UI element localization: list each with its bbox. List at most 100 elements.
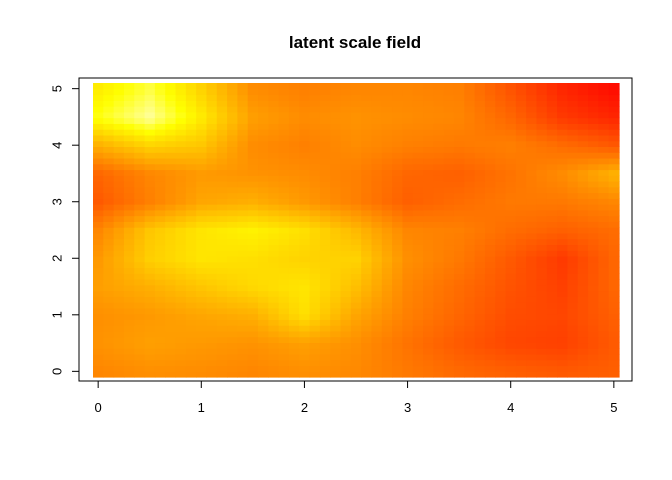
heatmap-cell: [423, 221, 434, 228]
heatmap-cell: [93, 313, 104, 320]
heatmap-cell: [340, 238, 352, 246]
heatmap-cell: [557, 255, 569, 263]
heatmap-cell: [526, 83, 538, 90]
heatmap-cell: [443, 319, 455, 326]
heatmap-cell: [237, 290, 249, 297]
heatmap-cell: [93, 273, 104, 280]
heatmap-cell: [515, 244, 527, 251]
heatmap-cell: [330, 365, 342, 372]
heatmap-cell: [278, 175, 290, 182]
heatmap-cell: [412, 238, 424, 246]
heatmap-cell: [113, 290, 125, 297]
heatmap-cell: [113, 209, 125, 217]
heatmap-cell: [227, 261, 238, 269]
heatmap-cell: [443, 250, 455, 257]
heatmap-cell: [330, 117, 342, 124]
heatmap-cell: [134, 100, 146, 107]
heatmap-cell: [443, 325, 455, 332]
heatmap-cell: [196, 192, 208, 199]
heatmap-cell: [288, 319, 300, 326]
heatmap-cell: [495, 244, 507, 251]
heatmap-cell: [165, 365, 177, 372]
heatmap-cell: [144, 146, 156, 153]
heatmap-cell: [577, 330, 589, 338]
heatmap-cell: [464, 250, 476, 257]
heatmap-cell: [330, 371, 342, 378]
heatmap-cell: [588, 255, 599, 263]
heatmap-cell: [495, 255, 507, 263]
heatmap-cell: [361, 273, 373, 280]
heatmap-cell: [196, 336, 208, 344]
heatmap-cell: [443, 83, 455, 90]
heatmap-cell: [557, 371, 569, 378]
heatmap-cell: [268, 209, 280, 217]
heatmap-cell: [381, 146, 393, 153]
heatmap-cell: [175, 221, 187, 228]
heatmap-cell: [402, 296, 414, 303]
heatmap-cell: [515, 307, 527, 315]
heatmap-cell: [237, 204, 249, 211]
heatmap-cell: [577, 140, 589, 148]
heatmap-cell: [227, 296, 238, 303]
heatmap-cell: [340, 83, 352, 90]
heatmap-cell: [237, 106, 249, 113]
heatmap-cell: [123, 117, 135, 124]
heatmap-cell: [154, 181, 166, 188]
heatmap-cell: [175, 250, 187, 257]
heatmap-cell: [536, 169, 548, 176]
heatmap-cell: [371, 296, 383, 303]
heatmap-cell: [484, 302, 496, 309]
heatmap-cell: [299, 325, 311, 332]
heatmap-cell: [278, 106, 290, 113]
heatmap-cell: [319, 192, 331, 199]
heatmap-cell: [216, 319, 228, 326]
heatmap-cell: [185, 83, 197, 90]
heatmap-cell: [381, 169, 393, 176]
heatmap-cell: [371, 238, 383, 246]
heatmap-cell: [495, 192, 507, 199]
heatmap-cell: [567, 94, 579, 101]
heatmap-cell: [484, 181, 496, 188]
heatmap-cell: [423, 353, 434, 361]
heatmap-cell: [443, 204, 455, 211]
heatmap-cell: [526, 250, 538, 257]
heatmap-cell: [196, 146, 208, 153]
heatmap-cell: [113, 198, 125, 205]
heatmap-cell: [123, 279, 135, 286]
heatmap-cell: [113, 146, 125, 153]
heatmap-cell: [175, 175, 187, 182]
heatmap-cell: [175, 186, 187, 194]
heatmap-cell: [484, 284, 496, 292]
heatmap-cell: [361, 204, 373, 211]
heatmap-cell: [484, 186, 496, 194]
heatmap-cell: [154, 106, 166, 113]
heatmap-cell: [536, 244, 548, 251]
heatmap-cell: [258, 106, 269, 113]
y-tick-label: 2: [50, 255, 65, 262]
heatmap-cell: [103, 319, 115, 326]
heatmap-cell: [526, 94, 538, 101]
heatmap-cell: [433, 255, 445, 263]
heatmap-cell: [423, 250, 434, 257]
heatmap-cell: [175, 146, 187, 153]
heatmap-cell: [381, 244, 393, 251]
heatmap-cell: [443, 244, 455, 251]
heatmap-cell: [567, 359, 579, 367]
heatmap-cell: [309, 198, 321, 205]
heatmap-cell: [526, 209, 538, 217]
heatmap-cell: [196, 250, 208, 257]
heatmap-cell: [154, 371, 166, 378]
heatmap-cell: [577, 163, 589, 171]
heatmap-cell: [505, 146, 517, 153]
heatmap-cell: [309, 336, 321, 344]
heatmap-cell: [340, 209, 352, 217]
heatmap-cell: [381, 261, 393, 269]
heatmap-cell: [536, 342, 548, 349]
heatmap-cell: [588, 181, 599, 188]
heatmap-cell: [288, 204, 300, 211]
heatmap-cell: [536, 209, 548, 217]
heatmap-cell: [103, 83, 115, 90]
heatmap-cell: [402, 359, 414, 367]
heatmap-cell: [443, 152, 455, 159]
heatmap-cell: [165, 140, 177, 148]
